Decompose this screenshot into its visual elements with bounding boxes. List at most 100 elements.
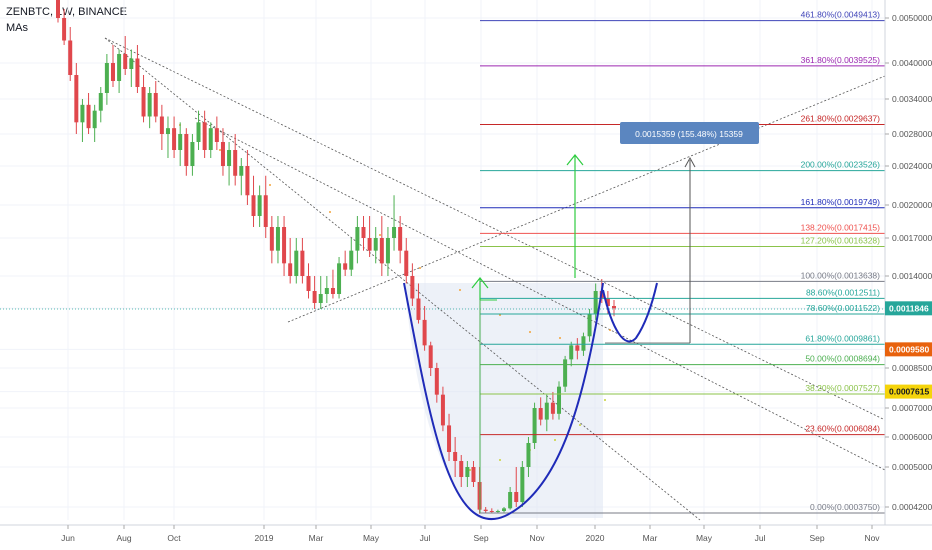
y-tick-label-13: 0.0006000 [892, 432, 932, 442]
candle-body-46 [337, 263, 342, 294]
candle-body-15 [147, 93, 152, 117]
trendline-0 [104, 37, 886, 421]
cup-handle-layer [403, 282, 658, 520]
candle-body-70 [483, 509, 488, 511]
candle-body-53 [379, 238, 384, 264]
y-tick-label-15: 0.0004200 [892, 502, 932, 512]
candle-body-80 [544, 402, 549, 420]
x-tick-label-4: Mar [309, 533, 324, 543]
candle-body-41 [306, 276, 311, 291]
ma2-dot-0 [469, 469, 471, 471]
price-tag-2: 0.0007615 [889, 387, 929, 397]
candle-body-32 [251, 195, 256, 216]
x-tick-label-7: Sep [473, 533, 488, 543]
price-tag-bg-2 [885, 384, 932, 399]
x-tick-label-10: Mar [643, 533, 658, 543]
candle-body-81 [550, 402, 555, 414]
candle-body-87 [587, 314, 592, 337]
candle-body-9 [110, 63, 115, 81]
fib-label-6: 127.20%(0.0016328) [801, 236, 881, 246]
arrow-left-head [471, 277, 489, 289]
candle-body-79 [538, 408, 543, 420]
trendline-2 [194, 117, 886, 471]
fib-label-3: 200.00%(0.0023526) [801, 160, 881, 170]
x-tick-label-6: Jul [420, 533, 431, 543]
candle-body-6 [92, 110, 97, 129]
fib-label-10: 61.80%(0.0009861) [805, 333, 880, 343]
candle-body-45 [330, 288, 335, 294]
candle-body-71 [489, 511, 494, 512]
ma2-dot-4 [579, 424, 581, 426]
y-tick-label-2: 0.0034000 [892, 94, 932, 104]
candle-body-19 [172, 128, 177, 150]
candle-body-34 [263, 195, 268, 227]
candle-body-44 [324, 288, 329, 294]
symbol-title: ZENBTC, 1W, BINANCE [6, 6, 128, 18]
price-axis-bg [885, 0, 932, 550]
candle-body-48 [349, 250, 354, 270]
candle-body-75 [514, 492, 519, 502]
candle-body-61 [428, 345, 433, 368]
candle-body-59 [416, 298, 421, 320]
y-tick-label-0: 0.0050000 [892, 13, 932, 23]
candle-body-11 [123, 54, 128, 69]
candle-body-10 [117, 54, 122, 81]
price-tag-1: 0.0009580 [889, 344, 929, 354]
x-tick-label-0: Jun [61, 533, 75, 543]
candle-body-38 [288, 263, 293, 276]
measure-head [684, 156, 696, 168]
y-tick-label-5: 0.0020000 [892, 200, 932, 210]
trendline-1 [104, 37, 701, 521]
candle-body-0 [56, 0, 60, 18]
ma2-dot-3 [554, 439, 556, 441]
ma-dot-2 [269, 184, 271, 186]
candle-body-29 [233, 150, 238, 176]
fib-label-13: 23.60%(0.0006084) [805, 424, 880, 434]
fibonacci-layer: 461.80%(0.0049413) 361.80%(0.0039525) 261.… [479, 10, 885, 514]
fib-label-14: 0.00%(0.0003750) [810, 502, 880, 512]
candle-body-52 [373, 238, 378, 251]
y-tick-label-4: 0.0024000 [892, 161, 932, 171]
ma-dot-8 [529, 331, 531, 333]
candle-body-67 [465, 467, 470, 477]
candle-body-42 [312, 291, 317, 303]
cup-shaded-area [404, 283, 603, 518]
target-arrows-layer [471, 154, 584, 301]
candle-body-25 [208, 128, 213, 150]
candle-body-24 [202, 122, 207, 150]
candle-body-21 [184, 134, 189, 166]
fib-label-0: 461.80%(0.0049413) [801, 10, 881, 20]
price-tag-bg-0 [885, 301, 932, 316]
trendline-layer [0, 37, 886, 521]
candle-body-63 [440, 394, 445, 426]
y-tick-label-12: 0.0007000 [892, 403, 932, 413]
candle-body-64 [447, 425, 452, 452]
candle-body-18 [165, 128, 170, 134]
measure-layer: 0.0015359 (155.48%) 15359 [605, 122, 759, 344]
fib-label-2: 261.80%(0.0029637) [801, 113, 881, 123]
time-axis: Jun Aug Oct 2019 Mar May Jul Sep Nov 2020 Mar May Ju… [0, 524, 932, 543]
fib-label-11: 50.00%(0.0008694) [805, 354, 880, 364]
ma-dot-6 [459, 289, 461, 291]
candle-body-36 [275, 227, 280, 251]
candle-body-16 [153, 93, 158, 117]
candle-body-76 [520, 467, 525, 502]
candle-body-74 [508, 492, 513, 509]
candle-body-14 [141, 87, 146, 117]
candle-body-90 [605, 298, 610, 306]
candle-body-72 [495, 511, 500, 512]
measure-box [620, 122, 759, 144]
ma-dot-3 [329, 211, 331, 213]
candle-body-40 [300, 250, 305, 276]
arrow-right-head [566, 154, 584, 166]
x-tick-label-11: May [696, 533, 713, 543]
ma-dot-9 [559, 337, 561, 339]
candle-body-35 [269, 227, 274, 251]
x-tick-label-13: Sep [809, 533, 824, 543]
x-tick-label-9: 2020 [586, 533, 605, 543]
candle-body-73 [502, 508, 507, 511]
candle-body-20 [178, 134, 183, 150]
candle-body-54 [385, 238, 390, 264]
candle-body-84 [569, 345, 574, 360]
